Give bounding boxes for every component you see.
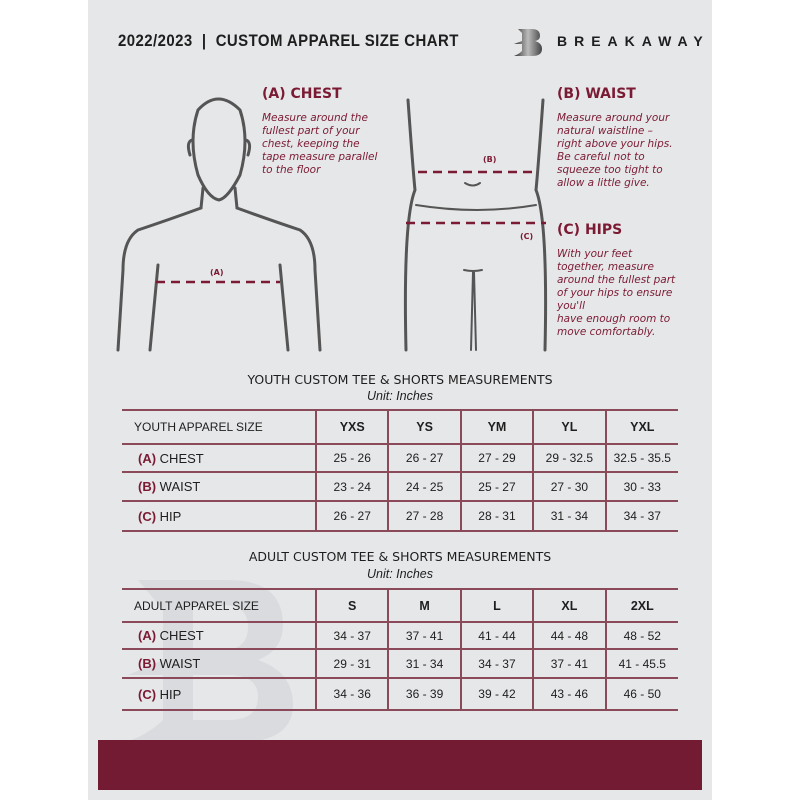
adult-section-title: ADULT CUSTOM TEE & SHORTS MEASUREMENTS — [248, 549, 552, 564]
cell: 27 - 29 — [459, 443, 534, 473]
cell: 25 - 27 — [459, 471, 534, 502]
row-label: (C) HIP — [122, 500, 316, 532]
cell: 26 - 27 — [314, 500, 389, 532]
size-header: YXS — [314, 409, 389, 445]
table-row: (C) HIP 34 - 36 36 - 39 39 - 42 43 - 46 … — [122, 677, 678, 711]
youth-unit: Unit: Inches — [366, 389, 433, 403]
page-title: 2022/2023 | CUSTOM APPAREL SIZE CHART — [118, 31, 459, 50]
header-label: ADULT APPAREL SIZE — [122, 588, 316, 623]
cell: 30 - 33 — [604, 471, 678, 502]
cell: 23 - 24 — [314, 471, 389, 502]
cell: 26 - 27 — [387, 443, 461, 473]
cell: 34 - 37 — [604, 500, 678, 532]
cell: 28 - 31 — [459, 500, 534, 532]
cell: 46 - 50 — [604, 677, 678, 711]
cell: 34 - 37 — [314, 621, 389, 650]
size-header: L — [459, 588, 534, 623]
waist-tag: (B) — [483, 155, 497, 164]
cell: 25 - 26 — [314, 443, 389, 473]
size-header: 2XL — [604, 588, 678, 623]
cell: 37 - 41 — [532, 648, 606, 679]
waist-heading: (B) WAIST — [557, 86, 636, 102]
table-header-row: ADULT APPAREL SIZE S M L XL 2XL — [122, 588, 678, 623]
size-header: YS — [387, 409, 461, 445]
cell: 31 - 34 — [387, 648, 461, 679]
size-header: M — [387, 588, 461, 623]
table-row: (B) WAIST 29 - 31 31 - 34 34 - 37 37 - 4… — [122, 648, 678, 679]
waist-description: Measure around your natural waistline – ri… — [557, 112, 673, 189]
size-header: YL — [532, 409, 606, 445]
cell: 34 - 37 — [459, 648, 534, 679]
chest-description: Measure around the fullest part of your ch… — [262, 112, 378, 176]
cell: 29 - 31 — [314, 648, 389, 679]
row-label: (B) WAIST — [122, 648, 316, 679]
cell: 27 - 28 — [387, 500, 461, 532]
row-label: (C) HIP — [122, 677, 316, 711]
size-header: YXL — [604, 409, 678, 445]
row-label: (B) WAIST — [122, 471, 316, 502]
cell: 37 - 41 — [387, 621, 461, 650]
chest-tag: (A) — [210, 268, 224, 277]
table-row: (A) CHEST 34 - 37 37 - 41 41 - 44 44 - 4… — [122, 621, 678, 650]
hips-description: With your feet together, measure around th… — [557, 248, 676, 338]
adult-unit: Unit: Inches — [366, 567, 433, 581]
row-label: (A) CHEST — [122, 621, 316, 650]
adult-size-table: ADULT APPAREL SIZE S M L XL 2XL (A) CHES… — [122, 588, 678, 711]
hips-heading: (C) HIPS — [557, 222, 623, 238]
cell: 29 - 32.5 — [532, 443, 606, 473]
youth-section-title: YOUTH CUSTOM TEE & SHORTS MEASUREMENTS — [247, 372, 553, 387]
cell: 36 - 39 — [387, 677, 461, 711]
size-header: YM — [459, 409, 534, 445]
cell: 39 - 42 — [459, 677, 534, 711]
cell: 31 - 34 — [532, 500, 606, 532]
chest-heading: (A) CHEST — [262, 86, 342, 102]
table-row: (B) WAIST 23 - 24 24 - 25 25 - 27 27 - 3… — [122, 471, 678, 502]
cell: 27 - 30 — [532, 471, 606, 502]
breakaway-logo-icon — [514, 29, 542, 56]
table-row: (A) CHEST 25 - 26 26 - 27 27 - 29 29 - 3… — [122, 443, 678, 473]
cell: 44 - 48 — [532, 621, 606, 650]
body-illustrations — [116, 97, 548, 352]
table-header-row: YOUTH APPAREL SIZE YXS YS YM YL YXL — [122, 409, 678, 445]
footer-bar — [98, 740, 702, 790]
header-label: YOUTH APPAREL SIZE — [122, 409, 316, 445]
cell: 24 - 25 — [387, 471, 461, 502]
size-header: XL — [532, 588, 606, 623]
table-row: (C) HIP 26 - 27 27 - 28 28 - 31 31 - 34 … — [122, 500, 678, 532]
row-label: (A) CHEST — [122, 443, 316, 473]
youth-size-table: YOUTH APPAREL SIZE YXS YS YM YL YXL (A) … — [122, 409, 678, 532]
cell: 32.5 - 35.5 — [604, 443, 678, 473]
cell: 48 - 52 — [604, 621, 678, 650]
cell: 43 - 46 — [532, 677, 606, 711]
hips-tag: (C) — [520, 232, 534, 241]
brand-name: BREAKAWAY — [557, 33, 710, 49]
cell: 34 - 36 — [314, 677, 389, 711]
cell: 41 - 45.5 — [604, 648, 678, 679]
cell: 41 - 44 — [459, 621, 534, 650]
size-header: S — [314, 588, 389, 623]
